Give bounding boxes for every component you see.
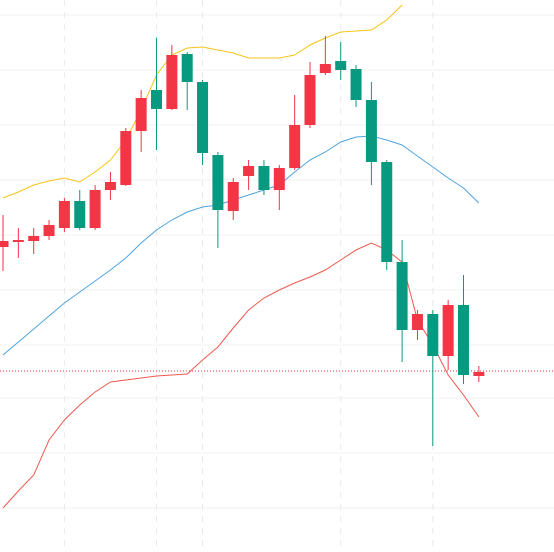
candle-body — [335, 61, 347, 70]
candle-body — [258, 166, 270, 190]
candle-body — [427, 314, 439, 356]
candle-body — [396, 262, 408, 330]
candle-body — [350, 69, 362, 100]
band-line — [2, 242, 480, 509]
candle-body — [28, 236, 40, 241]
candle-body — [365, 100, 377, 162]
candle-body — [181, 54, 193, 82]
candle-body — [304, 75, 316, 125]
candle-body — [381, 162, 393, 262]
candle-body — [227, 182, 239, 211]
candle-body — [273, 168, 285, 190]
candle-body — [0, 241, 9, 247]
band-line — [2, 4, 403, 199]
candle-body — [243, 166, 255, 176]
candle-body — [411, 314, 423, 330]
candle-body — [289, 125, 301, 168]
candle-body — [120, 131, 132, 185]
candle-body — [166, 55, 178, 109]
band-line — [2, 135, 480, 356]
candle-body — [12, 240, 24, 242]
candle-body — [442, 305, 454, 356]
candle-body — [197, 82, 209, 153]
candle-body — [135, 98, 147, 131]
candle-body — [104, 182, 116, 190]
candle-body — [43, 225, 55, 236]
candle-body — [89, 190, 101, 228]
candle-body — [473, 372, 485, 376]
candle-body — [458, 305, 469, 375]
candle-body — [151, 90, 162, 109]
candle-body — [58, 201, 70, 228]
candle-body — [319, 64, 331, 73]
candle-body — [74, 201, 86, 228]
candle-body — [212, 155, 224, 210]
